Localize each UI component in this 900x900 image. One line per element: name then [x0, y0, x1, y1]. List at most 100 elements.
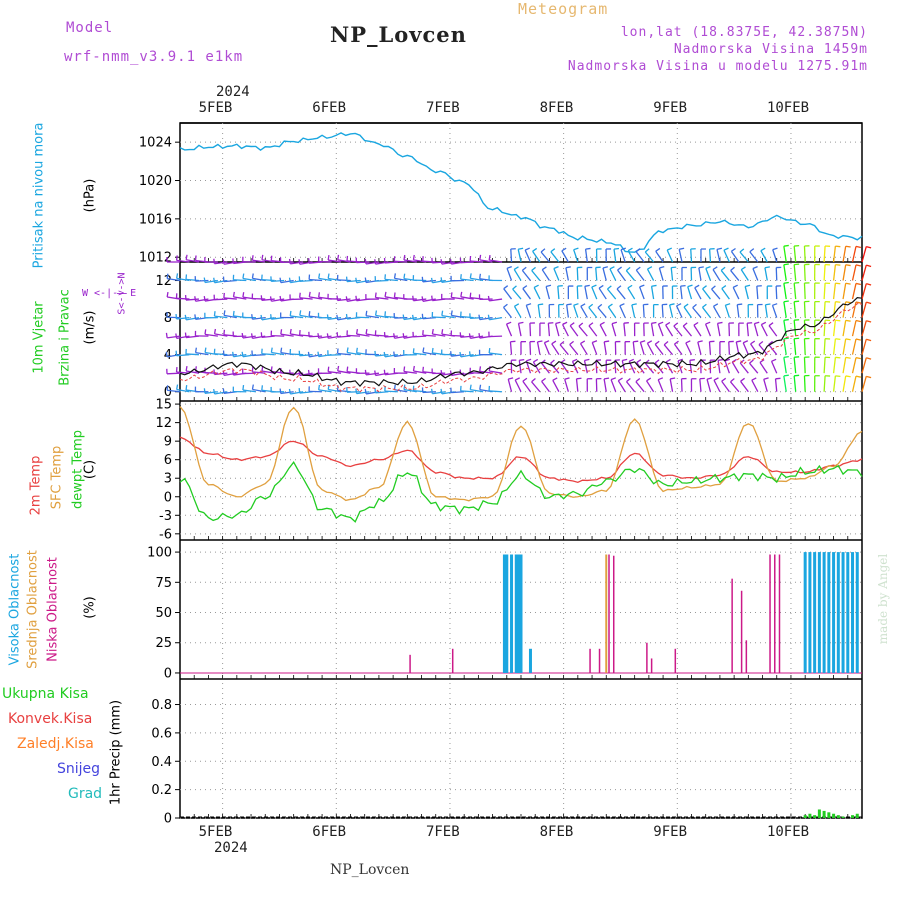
- wind-barb: [309, 354, 323, 358]
- wind-barb-flag: [759, 359, 765, 363]
- wind-barb: [591, 286, 598, 300]
- wind-barb: [708, 341, 712, 355]
- wind-barb: [318, 389, 332, 393]
- wind-barb-flag: [751, 377, 757, 381]
- wind-barb: [692, 307, 702, 319]
- wind-barb-flag: [403, 273, 406, 279]
- wind-barb: [299, 354, 313, 357]
- cloud-high-bar: [822, 552, 826, 673]
- wind-barb: [280, 333, 294, 337]
- wind-barb: [573, 249, 579, 263]
- wind-barb: [611, 323, 617, 337]
- wind-barb: [347, 351, 361, 356]
- wind-barb-flag: [460, 291, 463, 297]
- wind-barb-flag: [514, 303, 520, 307]
- wind-barb: [573, 305, 579, 318]
- wind-barb: [536, 341, 541, 355]
- cloud-low-bar: [409, 654, 411, 673]
- wind-barb: [783, 264, 787, 281]
- watermark: made by Angel: [876, 553, 890, 645]
- cloud-low-bar: [740, 590, 743, 673]
- wind-barb: [832, 246, 837, 263]
- wind-barb-flag: [514, 377, 520, 381]
- wind-barb: [687, 286, 693, 300]
- cloud-low-bar: [731, 578, 733, 673]
- wind-barb-flag: [503, 285, 509, 290]
- precip-tick-label-4: 0: [164, 812, 172, 827]
- wind-barb: [176, 316, 190, 320]
- wind-barb: [721, 380, 730, 393]
- top-day-label: 7FEB: [425, 100, 460, 116]
- wind-barb: [730, 381, 740, 393]
- wind-barb: [736, 304, 740, 318]
- wind-barb-flag: [383, 369, 386, 375]
- wind-barb-flag: [620, 247, 627, 251]
- wind-compass-label: W <-|-> E: [82, 288, 137, 299]
- wind-barb: [783, 301, 787, 318]
- wind-barb-flag: [745, 284, 751, 288]
- wind-barb-flag: [459, 351, 462, 358]
- cloud-high-bar: [841, 552, 845, 673]
- wind-barb: [460, 278, 474, 282]
- wind-barb-flag: [783, 355, 789, 359]
- wind-barb-flag: [635, 248, 641, 253]
- wind-barb: [711, 288, 721, 300]
- bottom-day-label: 8FEB: [539, 824, 574, 840]
- wind-barb-flag: [241, 351, 244, 357]
- wind-barb: [803, 301, 806, 318]
- wind-barb-flag: [670, 377, 676, 380]
- wind-barb-flag: [430, 277, 434, 283]
- wind-barb-flag: [651, 284, 657, 287]
- wind-barb: [531, 270, 541, 281]
- wind-barb-flag: [503, 303, 508, 308]
- wind-barb-flag: [763, 377, 769, 380]
- wind-tick-label-3: 0: [164, 385, 172, 400]
- wind-barb: [793, 246, 797, 263]
- temp-series-t2m: [179, 436, 863, 484]
- wind-barb-flag: [731, 247, 736, 252]
- wind-barb-flag: [623, 322, 629, 324]
- wind-barb-flag: [526, 358, 532, 362]
- wind-barb-flag: [327, 255, 330, 261]
- wind-barb: [337, 316, 351, 321]
- cloud-high-bar: [836, 552, 840, 673]
- wind-barb: [564, 379, 569, 392]
- wind-barb-flag: [251, 273, 254, 279]
- wind-barb: [167, 389, 181, 393]
- wind-barb: [851, 338, 857, 355]
- wind-barb-flag: [308, 311, 311, 317]
- wind-barb: [318, 277, 332, 282]
- wind-barb: [699, 378, 702, 392]
- wind-barb-flag: [658, 321, 664, 325]
- wind-barb-flag: [374, 259, 377, 265]
- wind-barb: [861, 246, 867, 263]
- wind-barb-flag: [422, 366, 425, 372]
- wind-barb: [583, 360, 588, 374]
- wind-barb-flag: [441, 310, 444, 316]
- wind-barb-flag: [573, 247, 579, 251]
- wind-barb: [851, 375, 857, 392]
- wind-barb-flag: [345, 296, 348, 302]
- wind-barb: [861, 320, 867, 337]
- wind-barb: [697, 341, 702, 355]
- wind-barb-flag: [740, 266, 746, 271]
- wind-barb: [575, 378, 579, 392]
- wind-barb: [394, 277, 408, 282]
- wind-barb: [432, 261, 446, 264]
- wind-barb-flag: [365, 328, 368, 335]
- wind-barb-flag: [732, 284, 738, 288]
- wind-barb-flag: [783, 300, 789, 303]
- wind-barb-flag: [845, 301, 851, 304]
- wind-barb: [261, 298, 275, 301]
- wind-barb: [851, 301, 857, 318]
- wind-barb: [673, 325, 683, 337]
- wind-barb-flag: [232, 370, 235, 376]
- wind-barb: [510, 248, 513, 263]
- wind-barb-flag: [598, 284, 604, 289]
- wind-barb: [654, 343, 664, 356]
- wind-barb: [775, 286, 778, 300]
- wind-barb-flag: [232, 351, 235, 357]
- wind-barb-flag: [260, 314, 263, 320]
- wind-barb: [403, 259, 417, 263]
- wind-barb-flag: [318, 273, 321, 279]
